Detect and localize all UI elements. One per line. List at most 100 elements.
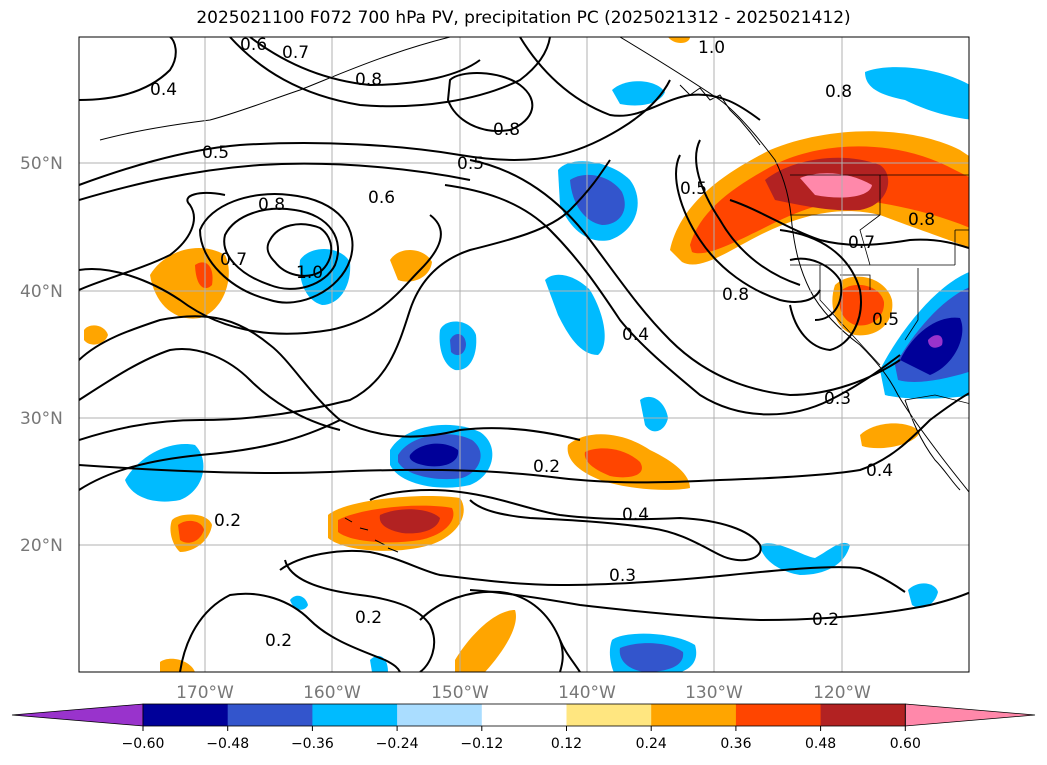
contour-label: 1.0: [698, 38, 725, 58]
colorbar-segment: [397, 704, 483, 726]
colorbar-segment: [820, 704, 906, 726]
precip-positive-1-core: [195, 262, 213, 289]
contour-label: 0.2: [265, 631, 292, 651]
contour-line: [284, 559, 436, 672]
precip-negative-2: [545, 274, 605, 355]
precip-positive-5-core: [379, 509, 440, 534]
precip-positive-3: [84, 325, 108, 345]
contour-label: 0.5: [457, 154, 484, 174]
borders: [790, 174, 969, 404]
contour-line: [249, 37, 481, 87]
contour-label: 0.7: [282, 43, 309, 63]
colorbar-segment: [143, 704, 229, 726]
colorbar-segment: [735, 704, 822, 726]
coastline-islands-alaska: [99, 37, 451, 141]
border-arizona: [904, 268, 919, 341]
map-frame: [78, 36, 970, 673]
contour-label: 0.4: [622, 325, 649, 345]
contour-line: [79, 392, 969, 484]
contour-line: [279, 549, 906, 593]
contour-label: 0.4: [622, 505, 649, 525]
contour-line: [469, 589, 969, 622]
colorbar-extend-high: [904, 703, 1036, 727]
contour-line: [444, 184, 901, 416]
coastline-hawaii: [344, 517, 399, 553]
contour-line: [369, 489, 762, 562]
contour-label: 0.3: [824, 389, 851, 409]
lat-label: 50°N: [20, 154, 63, 174]
colorbar-tick-label: −0.24: [376, 736, 419, 752]
contour-label: 0.8: [825, 82, 852, 102]
contour-line: [729, 199, 969, 250]
precip-negative-11: [612, 81, 665, 106]
lon-label: 120°W: [813, 683, 871, 703]
precip-negative-5: [640, 396, 668, 432]
contour-label: 0.2: [533, 457, 560, 477]
precip-positive-mexico: [860, 423, 920, 449]
contour-label: 0.5: [202, 143, 229, 163]
colorbar-tick-label: −0.36: [291, 736, 334, 752]
contour-line: [198, 193, 354, 304]
contour-label: 0.2: [812, 610, 839, 630]
precip-negative-southwest-core: [928, 335, 943, 348]
colorbar-segment: [227, 704, 313, 726]
precip-negative-10: [908, 583, 938, 608]
contour-label: 0.8: [355, 70, 382, 90]
precip-negative-13: [290, 595, 308, 610]
precip-positive-1: [150, 247, 229, 319]
colorbar-tick-label: −0.12: [460, 736, 503, 752]
pv-contours: [79, 37, 969, 672]
contour-label: 0.4: [866, 461, 893, 481]
contour-line: [266, 223, 333, 277]
contour-line: [79, 348, 341, 431]
contour-line: [79, 159, 611, 441]
contour-label: 0.8: [722, 285, 749, 305]
contour-line: [79, 37, 177, 101]
contour-label: 0.2: [214, 511, 241, 531]
map-panel: 0.4 0.7 0.8 1.0 0.8 0.8 0.5 0.5 0.6 0.8 …: [79, 37, 969, 672]
contour-line: [559, 639, 581, 672]
precip-positive-7: [455, 610, 516, 672]
contour-line: [79, 315, 581, 441]
precip-positive-9: [668, 37, 690, 44]
contour-label: 0.5: [680, 179, 707, 199]
precip-negative-7-core: [409, 443, 459, 467]
contour-line: [229, 37, 551, 108]
lat-label: 30°N: [20, 409, 63, 429]
precip-positive-2: [390, 250, 432, 282]
contour-line: [469, 159, 901, 397]
colorbar-segment: [481, 704, 567, 726]
contour-line: [779, 229, 862, 352]
contour-label: 0.6: [368, 188, 395, 208]
colorbar-segments: [11, 703, 1036, 727]
contour-line: [79, 79, 671, 186]
map-title: 2025021100 F072 700 hPa PV, precipitatio…: [196, 8, 851, 28]
lon-label: 170°W: [176, 683, 234, 703]
contour-label: 0.8: [258, 195, 285, 215]
graticule: [79, 37, 969, 672]
contour-label: 0.7: [220, 250, 247, 270]
border-idaho: [859, 175, 881, 266]
contour-line: [419, 590, 564, 672]
lon-axis: 170°W 160°W 150°W 140°W 130°W 120°W: [176, 683, 871, 703]
coastline-baja: [904, 399, 961, 491]
lat-axis: 50°N 40°N 30°N 20°N: [20, 154, 63, 556]
lat-label: 20°N: [20, 536, 63, 556]
contour-line: [79, 162, 471, 201]
contour-line: [179, 592, 401, 672]
coastline-bc-islands: [679, 84, 761, 146]
contour-line: [223, 207, 340, 290]
precip-negative-9-core: [619, 643, 684, 672]
colorbar-segment: [312, 704, 398, 726]
contour-line: [789, 257, 843, 321]
colorbar-frame: [142, 703, 906, 727]
precip-negative-1-core: [570, 174, 625, 225]
precip-negative-3-core: [450, 333, 466, 356]
contour-labels: 0.4 0.7 0.8 1.0 0.8 0.8 0.5 0.5 0.6 0.8 …: [150, 37, 935, 651]
contour-label: 0.4: [150, 80, 177, 100]
precip-positive-4-core: [584, 448, 642, 478]
colorbar-tick-label: 0.24: [636, 736, 667, 752]
contour-label: 0.3: [609, 566, 636, 586]
lon-label: 160°W: [303, 683, 361, 703]
